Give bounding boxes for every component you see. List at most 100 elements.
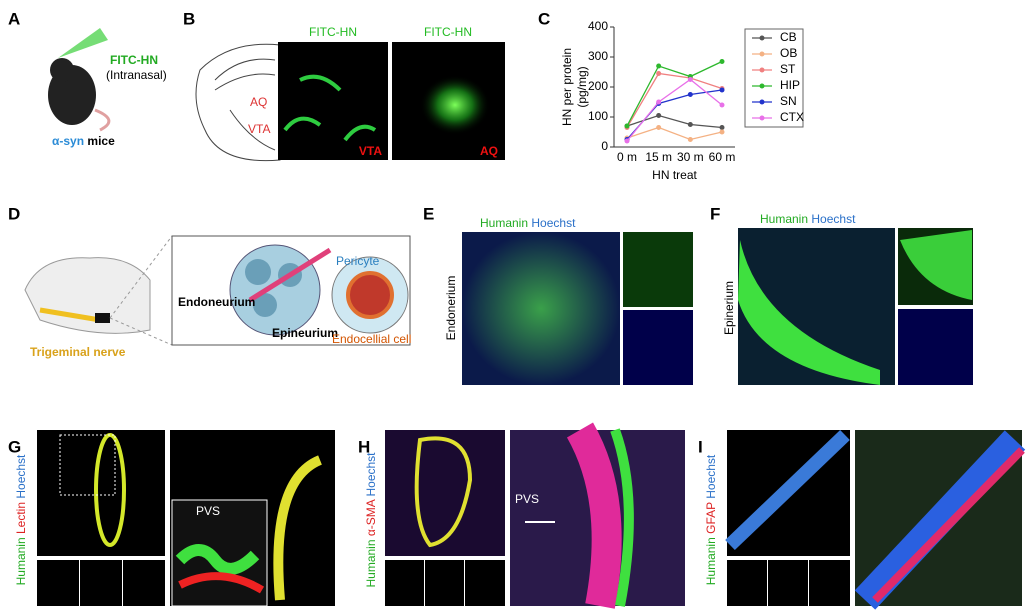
stain: FITC-HN <box>424 25 472 39</box>
legend-label: CTX <box>780 110 804 124</box>
stain: Humanin <box>480 216 528 230</box>
micrograph <box>278 42 388 160</box>
data-point <box>687 77 693 82</box>
atlas-aq: AQ <box>250 95 267 109</box>
series-line <box>626 72 723 128</box>
legend-marker <box>759 83 765 89</box>
stain-title: Humanin α-SMA Hoechst <box>364 452 378 588</box>
signal <box>420 75 490 135</box>
stain-title: Humanin Hoechst <box>480 216 576 230</box>
micrograph <box>623 232 693 307</box>
callout: Epineurium <box>272 326 338 340</box>
signal <box>725 429 850 551</box>
data-point <box>656 125 662 130</box>
panel-label: B <box>183 9 195 28</box>
micrograph <box>385 560 424 606</box>
legend-marker <box>759 51 765 57</box>
agent: FITC-HN <box>110 53 158 67</box>
micrograph <box>623 310 693 385</box>
legend-box <box>744 28 804 128</box>
stain: FITC-HN <box>309 25 357 39</box>
data-point <box>656 63 662 69</box>
signal <box>872 447 1025 603</box>
micrograph <box>465 560 505 606</box>
micrograph <box>123 560 165 606</box>
data-point <box>719 59 725 64</box>
legend-label: HIP <box>780 78 800 92</box>
side-label: Endonerium <box>444 276 458 341</box>
stain: Hoechst <box>14 454 28 499</box>
stain: Humanin <box>704 537 718 585</box>
x-tick-label: 15 m <box>645 150 672 164</box>
model-suffix: mice <box>87 134 115 148</box>
stain: Humanin <box>364 539 378 587</box>
legend-marker <box>759 67 765 73</box>
micrograph <box>425 560 464 606</box>
y-axis-label: HN per protein <box>560 48 574 126</box>
atlas-vta: VTA <box>248 122 270 136</box>
stain: Lectin <box>14 502 28 534</box>
legend-marker <box>759 99 765 105</box>
y-tick-label: 0 <box>601 139 608 153</box>
signal <box>273 455 323 601</box>
callout: PVS <box>196 504 220 518</box>
side-label: Epinerium <box>722 281 736 335</box>
signal <box>900 230 972 300</box>
legend-label: SN <box>780 94 797 108</box>
stain-title: Humanin Lectin Hoechst <box>14 454 28 585</box>
data-point <box>687 92 693 97</box>
panel-label: A <box>8 9 20 28</box>
y-tick-label: 400 <box>588 19 608 33</box>
head-sketch <box>24 235 173 346</box>
stain: α-SMA <box>364 499 378 536</box>
data-point <box>687 122 693 127</box>
callout: PVS <box>515 492 539 506</box>
signal <box>566 422 622 609</box>
legend-marker <box>759 115 765 121</box>
series-line <box>626 114 723 129</box>
panel-label: H <box>358 437 370 456</box>
stain-title: Humanin GFAP Hoechst <box>704 454 718 585</box>
y-tick-label: 100 <box>588 109 608 123</box>
stain: Hoechst <box>364 452 378 497</box>
legend-marker <box>759 35 765 41</box>
micrograph <box>768 560 808 606</box>
data-point <box>656 99 662 105</box>
callout: Endoneurium <box>178 295 255 309</box>
panel-label: E <box>423 204 434 223</box>
data-point <box>719 102 725 108</box>
data-point <box>624 123 630 129</box>
nerve: Trigeminal nerve <box>30 345 126 359</box>
series-line <box>626 78 723 142</box>
route: (Intranasal) <box>106 68 167 82</box>
panel-label: D <box>8 204 20 223</box>
data-point <box>719 87 725 93</box>
brain-atlas <box>195 43 281 162</box>
legend-label: ST <box>780 62 796 76</box>
callout: Endocellial cell <box>332 332 411 346</box>
stain: Hoechst <box>704 454 718 499</box>
x-tick-label: 60 m <box>709 150 736 164</box>
y-tick-label: 300 <box>588 49 608 63</box>
micrograph <box>727 560 767 606</box>
mouse-icon <box>48 28 111 132</box>
y-axis-label: (pg/mg) <box>575 66 589 107</box>
legend-label: OB <box>780 46 797 60</box>
signal <box>738 240 880 385</box>
stain: Humanin <box>14 537 28 585</box>
micrograph <box>385 430 505 556</box>
data-point <box>624 138 630 144</box>
series-line <box>626 126 723 141</box>
nerve-diagram <box>229 244 409 336</box>
data-point <box>656 113 662 118</box>
micrograph <box>809 560 850 606</box>
stain: Hoechst <box>531 216 576 230</box>
micrograph <box>898 309 973 385</box>
data-point <box>656 71 662 76</box>
series-line <box>626 89 723 140</box>
callout: Pericyte <box>336 254 380 268</box>
panel-label: F <box>710 204 720 223</box>
stain-title: Humanin Hoechst <box>760 212 856 226</box>
model: α-syn <box>52 134 84 148</box>
